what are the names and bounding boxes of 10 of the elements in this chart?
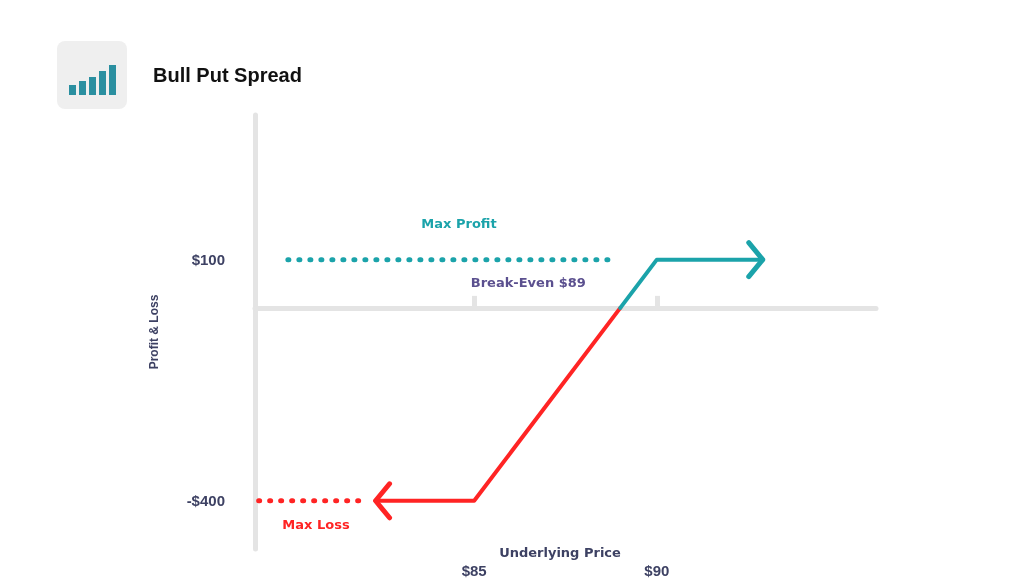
annotation: Underlying Price	[499, 544, 622, 560]
x-tick-label: $90	[644, 562, 670, 578]
y-tick-label: -$400	[186, 492, 225, 510]
annotation: Max Loss	[282, 516, 350, 532]
x-tick-label: $85	[461, 562, 487, 578]
y-tick-label: $100	[191, 251, 225, 269]
annotation: Break-Even $89	[470, 275, 586, 291]
chart-title: Bull Put Spread	[153, 64, 302, 86]
y-axis-title: Profit & Loss	[147, 294, 161, 370]
annotation: Max Profit	[421, 215, 497, 231]
